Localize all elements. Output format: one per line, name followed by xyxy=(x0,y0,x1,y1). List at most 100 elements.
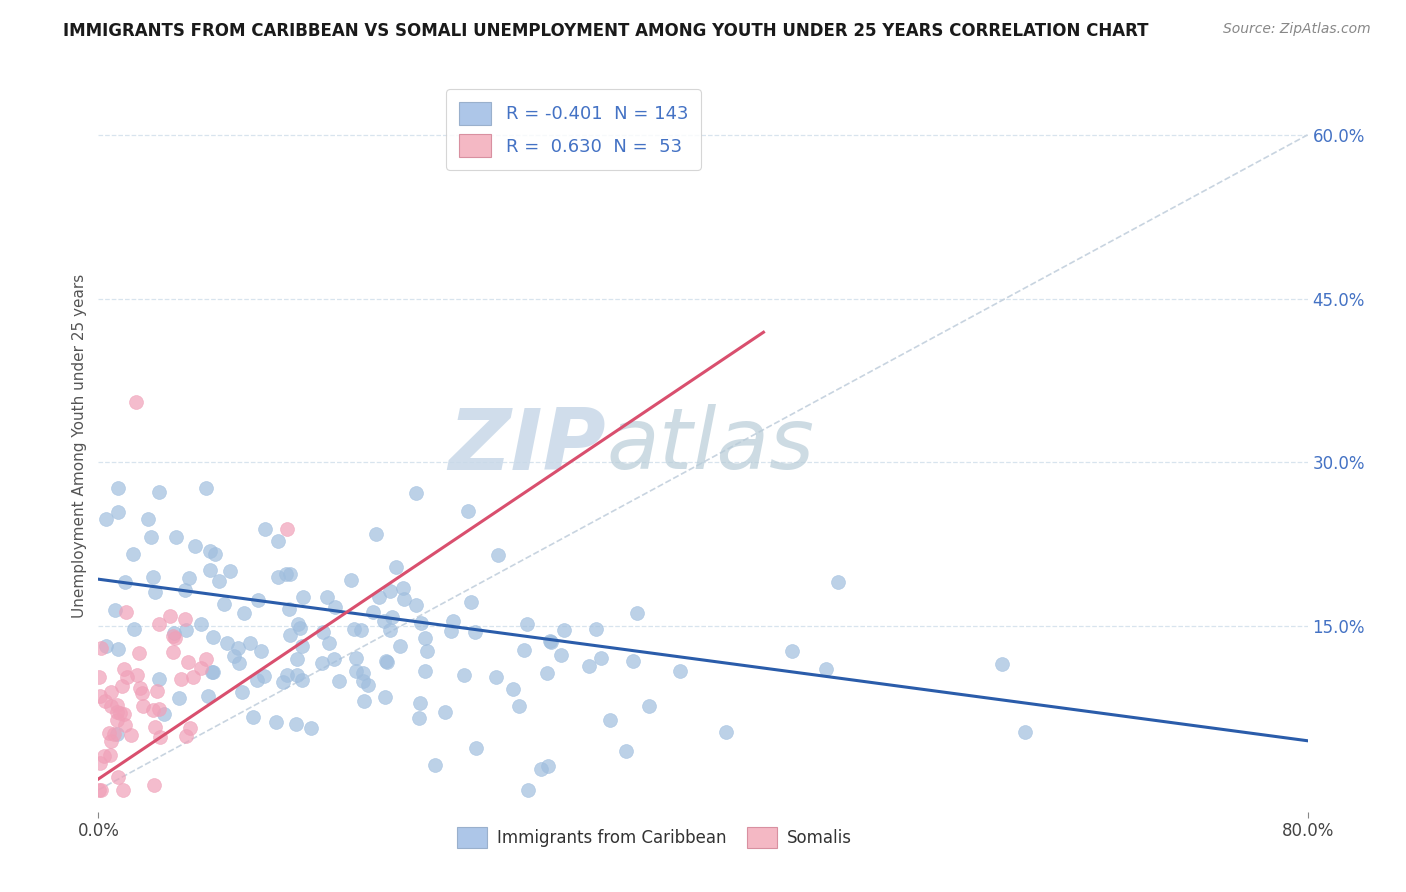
Point xyxy=(540,635,562,649)
Point xyxy=(107,482,129,496)
Point xyxy=(285,652,308,666)
Point xyxy=(190,617,212,632)
Point xyxy=(299,721,322,735)
Point xyxy=(413,632,436,646)
Point xyxy=(502,681,524,696)
Point xyxy=(375,655,398,669)
Point xyxy=(538,633,561,648)
Point xyxy=(90,640,112,655)
Point xyxy=(179,571,201,585)
Point xyxy=(217,636,239,650)
Point xyxy=(100,698,122,713)
Point xyxy=(278,628,301,642)
Point xyxy=(340,573,363,587)
Point xyxy=(163,626,186,640)
Point xyxy=(231,685,253,699)
Point xyxy=(253,522,276,536)
Point xyxy=(105,713,128,727)
Point xyxy=(219,564,242,578)
Point xyxy=(367,591,389,605)
Point xyxy=(405,486,427,500)
Point xyxy=(486,548,509,562)
Point xyxy=(267,570,290,584)
Point xyxy=(246,673,269,687)
Point xyxy=(780,643,803,657)
Point xyxy=(264,714,287,729)
Point xyxy=(162,629,184,643)
Point xyxy=(352,674,374,689)
Point xyxy=(440,624,463,639)
Text: IMMIGRANTS FROM CARIBBEAN VS SOMALI UNEMPLOYMENT AMONG YOUTH UNDER 25 YEARS CORR: IMMIGRANTS FROM CARIBBEAN VS SOMALI UNEM… xyxy=(63,22,1149,40)
Point xyxy=(142,778,165,792)
Point xyxy=(457,503,479,517)
Point xyxy=(142,570,165,584)
Point xyxy=(460,595,482,609)
Point xyxy=(174,583,197,598)
Point xyxy=(195,481,218,495)
Point xyxy=(165,530,187,544)
Point xyxy=(148,673,170,687)
Point xyxy=(465,741,488,756)
Point xyxy=(98,726,121,740)
Point xyxy=(516,617,538,632)
Point xyxy=(117,670,139,684)
Point xyxy=(181,670,204,684)
Point xyxy=(114,575,136,590)
Point xyxy=(388,639,411,653)
Point xyxy=(530,762,553,776)
Point xyxy=(93,749,115,764)
Point xyxy=(190,661,212,675)
Point xyxy=(599,713,621,727)
Point xyxy=(291,590,314,604)
Point xyxy=(107,641,129,656)
Point xyxy=(312,625,335,640)
Point xyxy=(107,505,129,519)
Point xyxy=(384,560,406,574)
Point xyxy=(184,539,207,553)
Point xyxy=(353,694,375,708)
Point xyxy=(89,689,111,703)
Point xyxy=(453,668,475,682)
Point xyxy=(146,684,169,698)
Point xyxy=(350,623,373,637)
Point xyxy=(143,720,166,734)
Point xyxy=(614,744,637,758)
Point xyxy=(291,673,314,687)
Point xyxy=(408,711,430,725)
Point xyxy=(174,730,197,744)
Point xyxy=(120,728,142,742)
Point xyxy=(148,702,170,716)
Point xyxy=(485,670,508,684)
Point xyxy=(328,674,350,689)
Point xyxy=(114,718,136,732)
Point xyxy=(167,691,190,706)
Point xyxy=(669,664,692,678)
Text: Source: ZipAtlas.com: Source: ZipAtlas.com xyxy=(1223,22,1371,37)
Point xyxy=(239,636,262,650)
Point xyxy=(112,783,135,797)
Point xyxy=(287,616,309,631)
Point xyxy=(716,725,738,739)
Point xyxy=(105,705,128,719)
Point xyxy=(176,623,198,637)
Point xyxy=(323,652,346,666)
Point xyxy=(434,705,457,719)
Point xyxy=(363,605,385,619)
Point xyxy=(233,606,256,620)
Y-axis label: Unemployment Among Youth under 25 years: Unemployment Among Youth under 25 years xyxy=(72,274,87,618)
Point xyxy=(316,590,339,604)
Point xyxy=(162,645,184,659)
Point xyxy=(621,654,644,668)
Point xyxy=(591,651,613,665)
Point xyxy=(141,530,163,544)
Point xyxy=(170,672,193,686)
Point xyxy=(104,603,127,617)
Point xyxy=(285,667,308,681)
Point xyxy=(626,606,648,620)
Point xyxy=(100,685,122,699)
Point xyxy=(416,644,439,658)
Point xyxy=(409,696,432,710)
Point xyxy=(277,601,299,615)
Point xyxy=(149,731,172,745)
Text: ZIP: ZIP xyxy=(449,404,606,488)
